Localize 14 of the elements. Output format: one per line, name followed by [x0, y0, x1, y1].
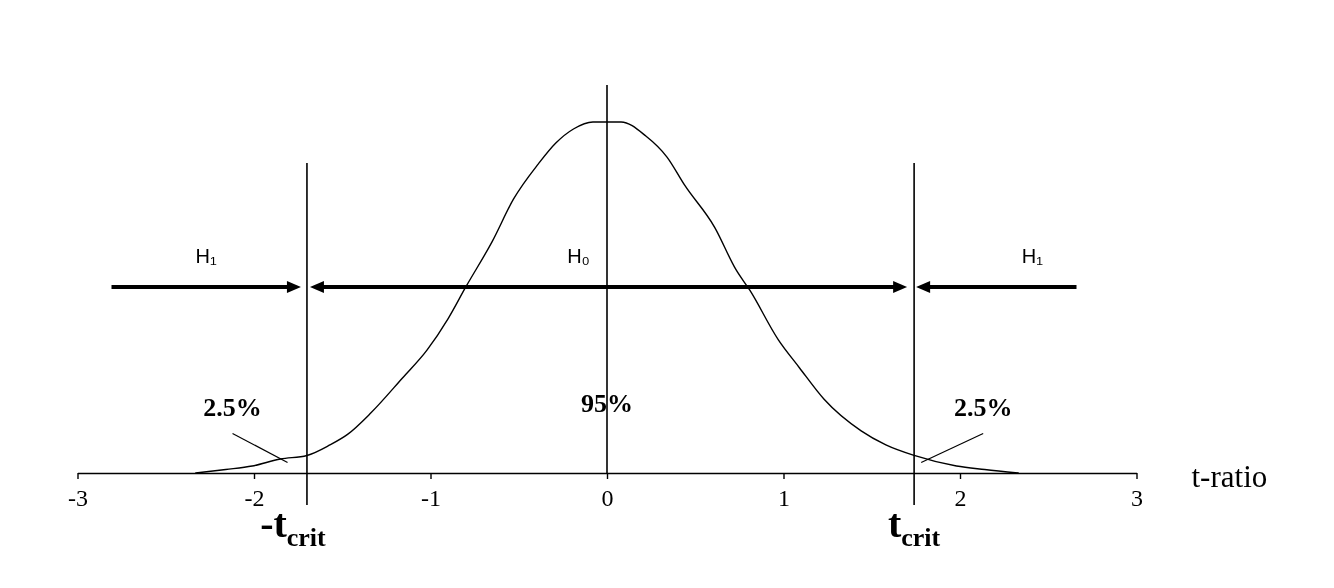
annotation: H₁ [195, 245, 218, 267]
x-tick-label: 2 [954, 485, 967, 512]
x-tick-label: -3 [68, 485, 88, 512]
x-tick-label: 0 [601, 485, 614, 512]
x-axis-title: t-ratio [1191, 459, 1268, 494]
annotation: 2.5% [203, 392, 262, 422]
annotation: H₁ [1021, 245, 1044, 267]
annotation: H₀ [567, 245, 590, 267]
x-tick-label: -2 [244, 485, 265, 512]
annotation: 2.5% [953, 392, 1013, 422]
x-tick-label: 1 [778, 485, 790, 512]
ref-line-label: t$_{crit}$ [887, 501, 941, 553]
x-tick-label: 3 [1131, 485, 1143, 512]
x-tick-label: -1 [421, 485, 441, 512]
